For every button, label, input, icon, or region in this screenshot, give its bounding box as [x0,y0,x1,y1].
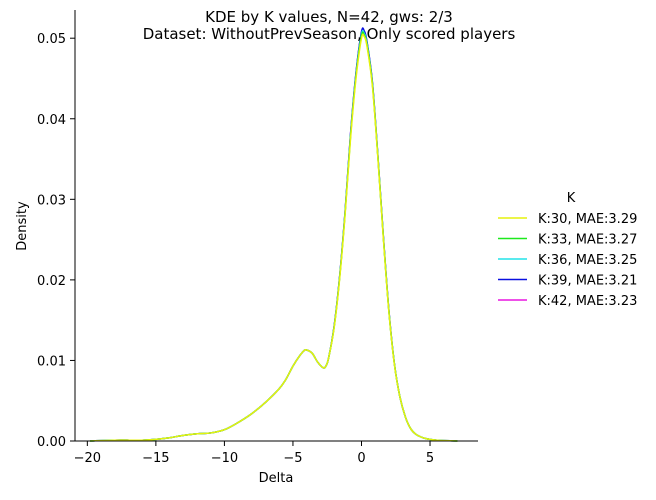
legend-title: K [567,191,576,206]
series-line-1 [90,33,458,442]
y-tick-label: 0.04 [37,113,66,128]
x-tick-label: 5 [426,451,434,466]
x-tick-label: −20 [74,451,101,466]
series-line-2 [90,31,458,442]
x-tick-label: −10 [211,451,238,466]
legend-label: K:42, MAE:3.23 [538,294,637,309]
series-line-3 [90,29,458,442]
chart-title-line-1: KDE by K values, N=42, gws: 2/3 [205,8,453,26]
y-tick-label: 0.01 [37,354,66,369]
series-line-5 [90,28,458,442]
y-tick-label: 0.05 [37,32,66,47]
x-tick-label: 0 [357,451,365,466]
plot-lines [90,27,458,442]
legend-label: K:39, MAE:3.21 [538,274,637,289]
y-tick-label: 0.00 [37,435,66,450]
x-ticks: −20 −15 −10 −5 0 5 [74,441,434,466]
y-axis-title: Density [15,201,30,251]
x-axis-title: Delta [259,471,294,486]
y-ticks: 0.00 0.01 0.02 0.03 0.04 0.05 [37,32,75,450]
x-tick-label: −5 [283,451,302,466]
legend-label: K:30, MAE:3.29 [538,212,637,227]
y-tick-label: 0.03 [37,193,66,208]
x-tick-label: −15 [142,451,169,466]
legend-label: K:33, MAE:3.27 [538,233,637,248]
chart-title-line-2: Dataset: WithoutPrevSeason, Only scored … [143,25,516,43]
y-tick-label: 0.02 [37,274,66,289]
legend: K:30, MAE:3.29 K:33, MAE:3.27 K:36, MAE:3.… [498,212,637,309]
series-line-4 [90,27,458,442]
legend-label: K:36, MAE:3.25 [538,253,637,268]
